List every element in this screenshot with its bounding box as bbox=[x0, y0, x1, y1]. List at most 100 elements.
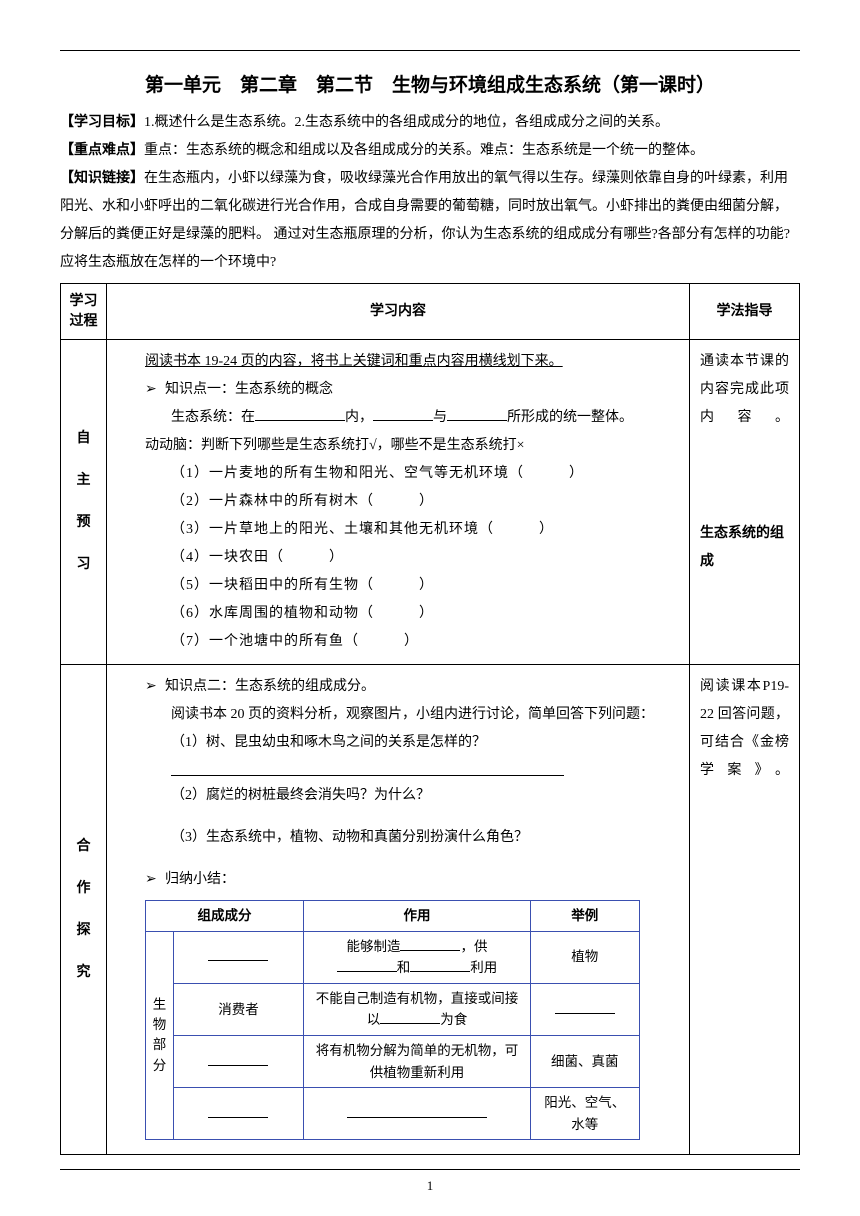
keypoints-label: 【重点难点】 bbox=[60, 143, 144, 158]
summary-label-line: ➢归纳小结： bbox=[117, 866, 679, 894]
txt: 和 bbox=[397, 960, 411, 975]
list-item: （2）一片森林中的所有树木（ ） bbox=[117, 488, 679, 516]
blank-input[interactable] bbox=[255, 407, 345, 421]
q3: （3）生态系统中，植物、动物和真菌分别扮演什么角色？ bbox=[117, 824, 679, 852]
content-self-study: 阅读书本 19-24 页的内容，将书上关键词和重点内容用横线划下来。 ➢知识点一… bbox=[107, 340, 690, 665]
summary-header: 组成成分 作用 举例 bbox=[146, 900, 640, 931]
list-item: （6）水库周围的植物和动物（ ） bbox=[117, 600, 679, 628]
process-char: 预 bbox=[65, 509, 102, 537]
goals-line: 【学习目标】1.概述什么是生态系统。2.生态系统中的各组成成分的地位，各组成成分… bbox=[60, 109, 800, 137]
txt: 利用 bbox=[470, 960, 497, 975]
summary-row: 阳光、空气、水等 bbox=[146, 1088, 640, 1140]
list-item: （7）一个池塘中的所有鱼（ ） bbox=[117, 628, 679, 656]
rot-char: 分 bbox=[148, 1056, 171, 1076]
row-cooperate: 合 作 探 究 ➢知识点二：生态系统的组成成分。 阅读书本 20 页的资料分析，… bbox=[61, 665, 800, 1155]
summary-cell bbox=[174, 931, 304, 983]
rot-char: 物 bbox=[148, 1015, 171, 1035]
blank-input[interactable] bbox=[373, 407, 433, 421]
keypoints-text: 重点：生态系统的概念和组成以及各组成成分的关系。难点：生态系统是一个统一的整体。 bbox=[144, 143, 704, 158]
list-item: （5）一块稻田中的所有生物（ ） bbox=[117, 572, 679, 600]
bullet-icon: ➢ bbox=[145, 376, 165, 404]
kp1-a: 生态系统：在 bbox=[171, 410, 255, 425]
sh-3: 举例 bbox=[530, 900, 639, 931]
blank-input[interactable] bbox=[337, 960, 397, 972]
reading-instruction: 阅读书本 19-24 页的内容，将书上关键词和重点内容用横线划下来。 bbox=[117, 348, 679, 376]
links-label: 【知识链接】 bbox=[60, 171, 144, 186]
guide-cooperate-text: 阅读课本P19-22 回答问题，可结合《金榜学案》。 bbox=[700, 673, 789, 785]
summary-cell: 阳光、空气、水等 bbox=[530, 1088, 639, 1140]
blank-input[interactable] bbox=[447, 407, 507, 421]
kp1-label: 知识点一：生态系统的概念 bbox=[165, 382, 333, 397]
summary-cell: 能够制造 ，供 和 利用 bbox=[303, 931, 530, 983]
bullet-icon: ➢ bbox=[145, 673, 165, 701]
blank-input[interactable] bbox=[380, 1012, 440, 1024]
sh-2: 作用 bbox=[303, 900, 530, 931]
kp1-label-line: ➢知识点一：生态系统的概念 bbox=[117, 376, 679, 404]
bio-label: 生 物 部 分 bbox=[146, 931, 174, 1140]
kp2-label: 知识点二：生态系统的组成成分。 bbox=[165, 679, 375, 694]
guide-mid: 生态系统的组成 bbox=[700, 518, 789, 574]
blank-input[interactable] bbox=[347, 1106, 487, 1118]
bottom-rule bbox=[60, 1169, 800, 1170]
txt: ，供 bbox=[460, 939, 487, 954]
kp1-fill: 生态系统：在内，与所形成的统一整体。 bbox=[117, 404, 679, 432]
summary-cell bbox=[174, 1035, 304, 1087]
process-self-study: 自 主 预 习 bbox=[61, 340, 107, 665]
links-text: 在生态瓶内，小虾以绿藻为食，吸收绿藻光合作用放出的氧气得以生存。绿藻则依靠自身的… bbox=[60, 171, 790, 270]
summary-cell: 植物 bbox=[530, 931, 639, 983]
sh-1: 组成成分 bbox=[146, 900, 304, 931]
main-table: 学习过程 学习内容 学法指导 自 主 预 习 阅读书本 19-24 页的内容，将… bbox=[60, 283, 800, 1155]
summary-cell bbox=[174, 1088, 304, 1140]
blank-input[interactable] bbox=[208, 949, 268, 961]
kp1-c: 与 bbox=[433, 410, 447, 425]
q2: （2）腐烂的树桩最终会消失吗？为什么？ bbox=[117, 782, 679, 810]
summary-table: 组成成分 作用 举例 生 物 部 分 能够制造 ，供 bbox=[145, 900, 640, 1140]
summary-cell: 不能自己制造有机物，直接或间接以为食 bbox=[303, 983, 530, 1035]
blank-input[interactable] bbox=[208, 1106, 268, 1118]
process-char: 作 bbox=[65, 875, 102, 903]
goals-text: 1.概述什么是生态系统。2.生态系统中的各组成成分的地位，各组成成分之间的关系。 bbox=[144, 115, 669, 130]
process-char: 合 bbox=[65, 833, 102, 861]
summary-cell: 细菌、真菌 bbox=[530, 1035, 639, 1087]
top-rule bbox=[60, 50, 800, 51]
header-guide: 学法指导 bbox=[690, 284, 800, 340]
header-content: 学习内容 bbox=[107, 284, 690, 340]
summary-cell bbox=[530, 983, 639, 1035]
keypoints-line: 【重点难点】重点：生态系统的概念和组成以及各组成成分的关系。难点：生态系统是一个… bbox=[60, 137, 800, 165]
content-cooperate: ➢知识点二：生态系统的组成成分。 阅读书本 20 页的资料分析，观察图片，小组内… bbox=[107, 665, 690, 1155]
goals-label: 【学习目标】 bbox=[60, 115, 144, 130]
links-line: 【知识链接】在生态瓶内，小虾以绿藻为食，吸收绿藻光合作用放出的氧气得以生存。绿藻… bbox=[60, 165, 800, 277]
page-number: 1 bbox=[0, 1178, 860, 1194]
guide-cooperate: 阅读课本P19-22 回答问题，可结合《金榜学案》。 bbox=[690, 665, 800, 1155]
answer-line[interactable] bbox=[171, 759, 564, 776]
list-item: （4）一块农田（ ） bbox=[117, 544, 679, 572]
header-process: 学习过程 bbox=[61, 284, 107, 340]
guide-top: 通读本节课的内容完成此项内容。 bbox=[700, 348, 789, 432]
process-char: 主 bbox=[65, 467, 102, 495]
txt: 为食 bbox=[440, 1012, 467, 1027]
summary-cell: 将有机物分解为简单的无机物，可供植物重新利用 bbox=[303, 1035, 530, 1087]
summary-row: 将有机物分解为简单的无机物，可供植物重新利用 细菌、真菌 bbox=[146, 1035, 640, 1087]
txt: 能够制造 bbox=[346, 939, 400, 954]
row-self-study: 自 主 预 习 阅读书本 19-24 页的内容，将书上关键词和重点内容用横线划下… bbox=[61, 340, 800, 665]
rot-char: 部 bbox=[148, 1035, 171, 1055]
blank-input[interactable] bbox=[555, 1001, 615, 1013]
guide-self-study: 通读本节课的内容完成此项内容。 生态系统的组成 bbox=[690, 340, 800, 665]
kp1-d: 所形成的统一整体。 bbox=[507, 410, 633, 425]
process-char: 究 bbox=[65, 959, 102, 987]
blank-input[interactable] bbox=[410, 960, 470, 972]
bullet-icon: ➢ bbox=[145, 866, 165, 894]
page-title: 第一单元 第二章 第二节 生物与环境组成生态系统（第一课时） bbox=[60, 70, 800, 97]
blank-input[interactable] bbox=[208, 1054, 268, 1066]
blank-input[interactable] bbox=[400, 938, 460, 950]
kp2-label-line: ➢知识点二：生态系统的组成成分。 bbox=[117, 673, 679, 701]
table-header-row: 学习过程 学习内容 学法指导 bbox=[61, 284, 800, 340]
brain-label: 动动脑：判断下列哪些是生态系统打√，哪些不是生态系统打× bbox=[117, 432, 679, 460]
intro-block: 【学习目标】1.概述什么是生态系统。2.生态系统中的各组成成分的地位，各组成成分… bbox=[60, 109, 800, 277]
process-char: 自 bbox=[65, 425, 102, 453]
q1: （1）树、昆虫幼虫和啄木鸟之间的关系是怎样的？ bbox=[117, 729, 679, 757]
process-cooperate: 合 作 探 究 bbox=[61, 665, 107, 1155]
summary-cell: 消费者 bbox=[174, 983, 304, 1035]
summary-row: 消费者 不能自己制造有机物，直接或间接以为食 bbox=[146, 983, 640, 1035]
process-char: 习 bbox=[65, 551, 102, 579]
